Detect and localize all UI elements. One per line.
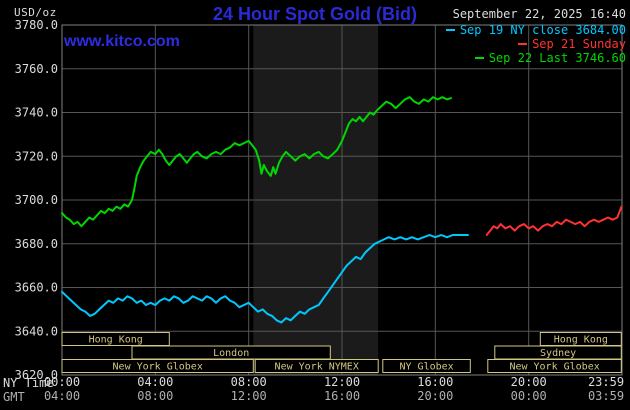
svg-text:Hong Kong: Hong Kong xyxy=(554,335,608,346)
svg-text:12:00: 12:00 xyxy=(231,389,267,403)
svg-text:3640.0: 3640.0 xyxy=(15,324,58,338)
svg-text:00:00: 00:00 xyxy=(44,375,80,389)
svg-text:3660.0: 3660.0 xyxy=(15,281,58,295)
svg-text:Sydney: Sydney xyxy=(540,348,576,359)
svg-text:3780.0: 3780.0 xyxy=(15,18,58,32)
svg-text:12:00: 12:00 xyxy=(324,375,360,389)
ny-time-axis-label: NY Time xyxy=(3,376,54,390)
svg-text:Hong Kong: Hong Kong xyxy=(89,335,143,346)
sep21-line-swatch-icon xyxy=(518,43,528,45)
svg-text:New York NYMEX: New York NYMEX xyxy=(275,362,359,373)
svg-text:NY Globex: NY Globex xyxy=(400,362,454,373)
legend-sep21-label: Sep 21 Sunday xyxy=(532,37,626,51)
legend-item-sep19: Sep 19 NY close 3684.00 xyxy=(445,23,626,37)
svg-text:3720.0: 3720.0 xyxy=(15,149,58,163)
svg-text:3760.0: 3760.0 xyxy=(15,62,58,76)
page-title: 24 Hour Spot Gold (Bid) xyxy=(213,4,417,24)
svg-text:03:59: 03:59 xyxy=(588,389,624,403)
svg-text:20:00: 20:00 xyxy=(511,375,547,389)
legend-sep22-label: Sep 22 Last 3746.60 xyxy=(488,51,626,65)
svg-text:20:00: 20:00 xyxy=(417,389,453,403)
svg-text:16:00: 16:00 xyxy=(417,375,453,389)
svg-text:London: London xyxy=(213,348,249,359)
gmt-axis-label: GMT xyxy=(3,390,25,404)
svg-text:23:59: 23:59 xyxy=(588,375,624,389)
svg-text:08:00: 08:00 xyxy=(137,389,173,403)
legend-item-sep22: Sep 22 Last 3746.60 xyxy=(446,51,626,65)
svg-text:16:00: 16:00 xyxy=(324,389,360,403)
svg-text:3740.0: 3740.0 xyxy=(15,106,58,120)
legend-sep19-label: Sep 19 NY close 3684.00 xyxy=(459,23,626,37)
sep19-line-swatch-icon xyxy=(445,29,455,31)
kitco-website-link[interactable]: www.kitco.com xyxy=(64,33,180,50)
sep22-line-swatch-icon xyxy=(474,57,484,59)
svg-text:04:00: 04:00 xyxy=(44,389,80,403)
svg-text:3700.0: 3700.0 xyxy=(15,193,58,207)
svg-text:New York Globex: New York Globex xyxy=(509,362,599,373)
unit-label: USD/oz xyxy=(14,6,57,19)
svg-text:00:00: 00:00 xyxy=(511,389,547,403)
datetime-label: September 22, 2025 16:40 xyxy=(452,7,626,21)
svg-text:New York Globex: New York Globex xyxy=(113,362,203,373)
legend: Sep 19 NY close 3684.00 Sep 21 Sunday Se… xyxy=(445,23,626,65)
legend-item-sep21: Sep 21 Sunday xyxy=(446,37,626,51)
svg-text:3620.0: 3620.0 xyxy=(15,368,58,382)
svg-text:04:00: 04:00 xyxy=(137,375,173,389)
svg-text:08:00: 08:00 xyxy=(231,375,267,389)
svg-text:3680.0: 3680.0 xyxy=(15,237,58,251)
